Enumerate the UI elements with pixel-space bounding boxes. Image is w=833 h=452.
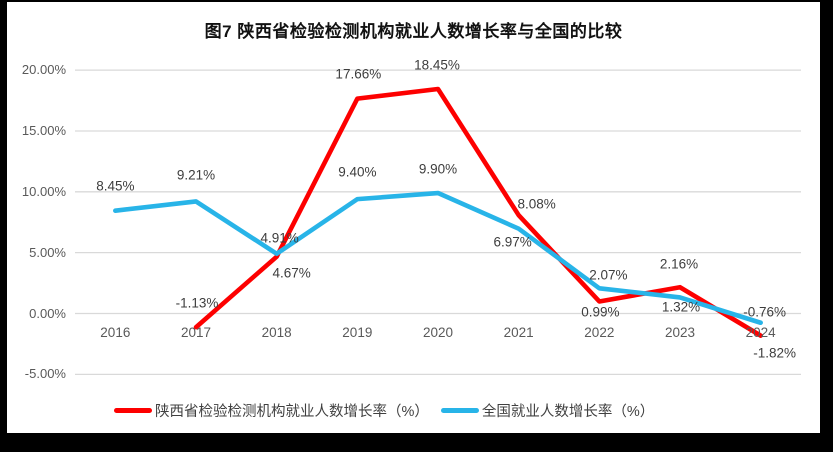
x-axis-tick-label: 2018 — [261, 325, 292, 340]
series-line-1 — [113, 190, 763, 326]
x-axis-tick-label: 2023 — [664, 325, 696, 340]
x-axis-tick-label: 2021 — [503, 325, 534, 340]
legend-item-shaanxi: 陕西省检验检测机构就业人数增长率（%） — [114, 400, 429, 421]
data-point-label: -1.82% — [753, 345, 797, 361]
y-axis-tick-label: 20.00% — [21, 62, 66, 78]
shaanxi-series-line-swatch — [114, 407, 152, 413]
data-point-label: 9.40% — [338, 164, 377, 180]
legend-label-shaanxi: 陕西省检验检测机构就业人数增长率（%） — [155, 403, 429, 420]
data-point-label: -1.13% — [175, 295, 219, 311]
x-axis-tick-label: 2022 — [584, 325, 615, 340]
data-point-label: 6.97% — [493, 234, 532, 250]
data-point-label: 8.45% — [96, 178, 135, 194]
chart-title: 图7 陕西省检验检测机构就业人数增长率与全国的比较 — [204, 22, 623, 41]
x-axis-tick-label: 2016 — [100, 325, 131, 340]
y-axis-tick-label: 0.00% — [29, 305, 66, 321]
legend-item-national: 全国就业人数增长率（%） — [440, 400, 655, 421]
chart-panel — [7, 2, 820, 433]
data-point-label: 0.99% — [581, 304, 620, 320]
x-axis-tick-label: 2020 — [422, 325, 454, 340]
chart-legend: 陕西省检验检测机构就业人数增长率（%） 全国就业人数增长率（%） — [114, 400, 655, 421]
y-axis-tick-label: 15.00% — [21, 122, 66, 138]
data-point-label: 18.45% — [414, 57, 460, 73]
data-point-label: 9.21% — [176, 167, 216, 183]
series-line-0 — [193, 86, 763, 338]
y-axis-tick-label: 10.00% — [21, 183, 66, 199]
y-axis-tick-label: -5.00% — [24, 366, 66, 382]
data-point-label: 2.16% — [659, 256, 699, 272]
data-point-label: 17.66% — [335, 66, 382, 82]
legend-label-national: 全国就业人数增长率（%） — [481, 403, 655, 420]
data-point-label: -0.76% — [743, 304, 787, 320]
data-point-label: 4.91% — [260, 230, 299, 246]
data-point-label: 8.08% — [517, 196, 556, 212]
data-point-label: 1.32% — [661, 299, 701, 315]
data-point-label: 4.67% — [272, 265, 311, 281]
x-axis-tick-label: 2024 — [745, 325, 776, 340]
y-axis-tick-label: 5.00% — [29, 244, 66, 260]
x-axis-tick-label: 2017 — [180, 325, 212, 340]
x-axis-tick-label: 2019 — [342, 325, 373, 340]
data-point-label: 2.07% — [589, 267, 628, 283]
national-series-line-swatch — [440, 407, 479, 413]
data-point-label: 9.90% — [418, 161, 458, 177]
